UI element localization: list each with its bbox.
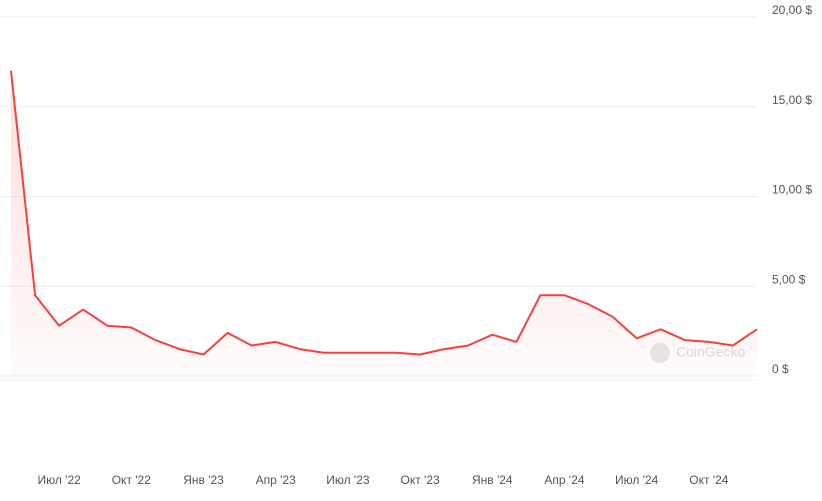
price-line	[10, 70, 758, 356]
x-tick-label: Июл '24	[615, 473, 659, 487]
x-tick-label: Янв '24	[472, 473, 513, 487]
y-tick-label: 0 $	[772, 362, 789, 376]
x-tick-label: Окт '24	[689, 473, 729, 487]
x-tick-label: Апр '23	[256, 473, 296, 487]
y-tick-label: 10,00 $	[772, 183, 812, 197]
watermark: CoinGecko	[650, 343, 745, 363]
x-tick-label: Окт '23	[401, 473, 441, 487]
x-tick-label: Окт '22	[112, 473, 152, 487]
x-tick-label: Янв '23	[183, 473, 224, 487]
area	[11, 70, 757, 377]
y-tick-label: 5,00 $	[772, 272, 806, 286]
x-tick-label: Июл '22	[37, 473, 81, 487]
x-tick-label: Апр '24	[544, 473, 584, 487]
y-tick-label: 20,00 $	[772, 3, 812, 17]
watermark-text: CoinGecko	[676, 344, 745, 360]
x-tick-label: Июл '23	[326, 473, 370, 487]
y-tick-label: 15,00 $	[772, 93, 812, 107]
